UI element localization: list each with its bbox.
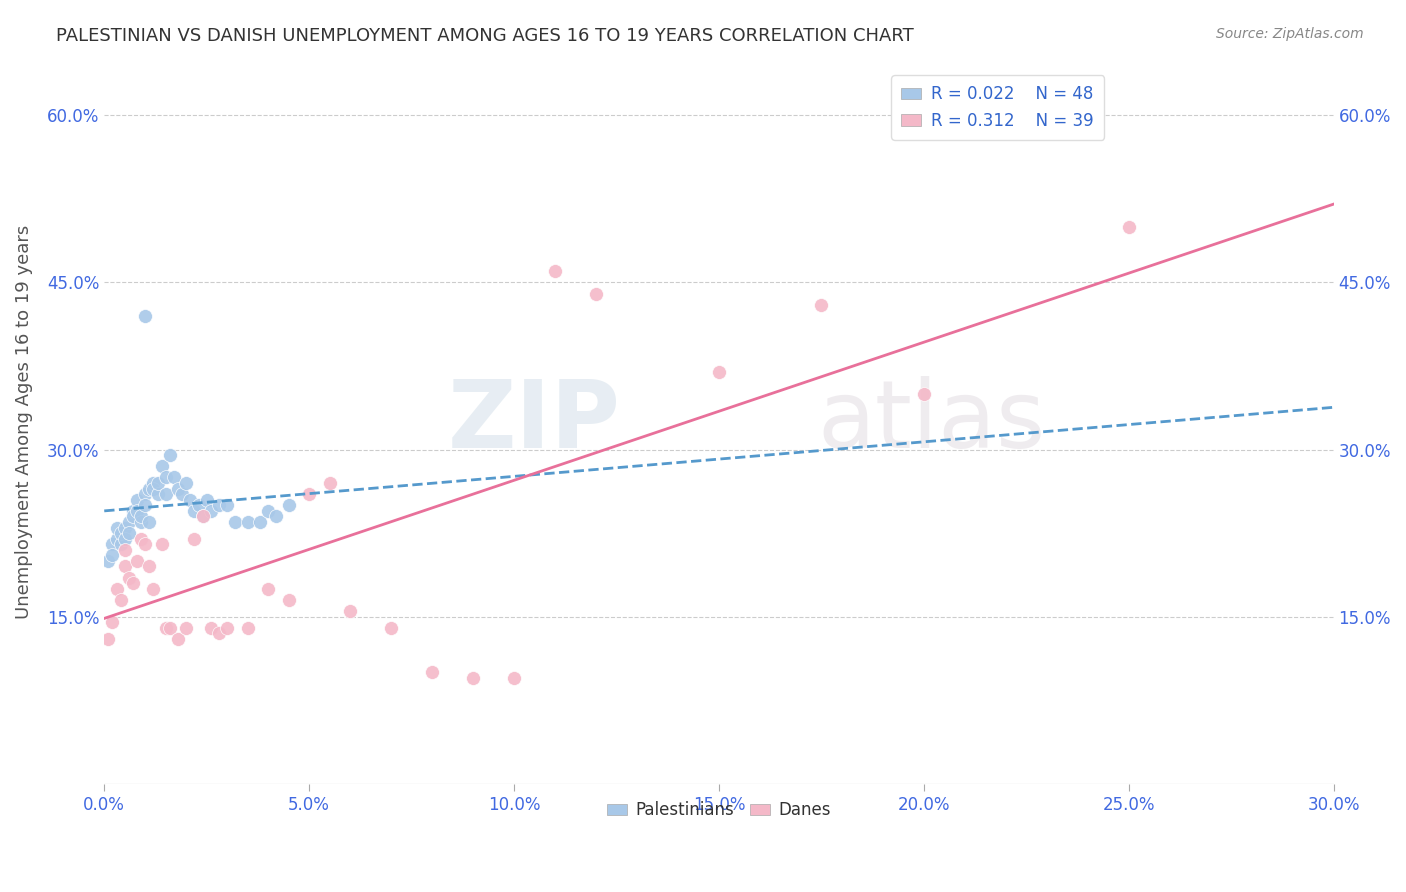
Point bbox=[167, 482, 190, 496]
Point bbox=[159, 448, 181, 462]
Point bbox=[129, 515, 152, 529]
Point bbox=[167, 632, 190, 646]
Point bbox=[146, 487, 169, 501]
Point bbox=[105, 532, 128, 546]
Text: atlas: atlas bbox=[817, 376, 1046, 467]
Point bbox=[97, 632, 120, 646]
Point bbox=[585, 286, 607, 301]
Point bbox=[110, 526, 132, 541]
Point bbox=[318, 475, 340, 490]
Point bbox=[125, 504, 148, 518]
Point bbox=[217, 621, 239, 635]
Point bbox=[155, 487, 177, 501]
Point bbox=[298, 487, 321, 501]
Point bbox=[277, 593, 299, 607]
Point bbox=[138, 482, 160, 496]
Legend: Palestinians, Danes: Palestinians, Danes bbox=[600, 795, 838, 826]
Point bbox=[174, 475, 197, 490]
Point bbox=[187, 498, 209, 512]
Point bbox=[125, 492, 148, 507]
Point bbox=[200, 504, 222, 518]
Text: PALESTINIAN VS DANISH UNEMPLOYMENT AMONG AGES 16 TO 19 YEARS CORRELATION CHART: PALESTINIAN VS DANISH UNEMPLOYMENT AMONG… bbox=[56, 27, 914, 45]
Point bbox=[150, 459, 173, 474]
Point bbox=[257, 582, 280, 596]
Point bbox=[155, 621, 177, 635]
Point bbox=[118, 571, 141, 585]
Point bbox=[114, 559, 136, 574]
Point bbox=[420, 665, 443, 680]
Point bbox=[118, 515, 141, 529]
Point bbox=[155, 470, 177, 484]
Point bbox=[200, 621, 222, 635]
Point bbox=[339, 604, 361, 618]
Point bbox=[101, 537, 124, 551]
Point bbox=[163, 470, 186, 484]
Point bbox=[122, 504, 145, 518]
Point bbox=[1118, 219, 1140, 234]
Point bbox=[503, 671, 526, 685]
Point bbox=[142, 475, 165, 490]
Point bbox=[138, 559, 160, 574]
Point bbox=[236, 515, 259, 529]
Point bbox=[172, 487, 194, 501]
Point bbox=[114, 520, 136, 534]
Point bbox=[461, 671, 484, 685]
Point bbox=[114, 532, 136, 546]
Point bbox=[544, 264, 567, 278]
Point bbox=[110, 593, 132, 607]
Point bbox=[257, 504, 280, 518]
Point bbox=[122, 576, 145, 591]
Point bbox=[224, 515, 246, 529]
Point bbox=[810, 298, 832, 312]
Point bbox=[380, 621, 402, 635]
Point bbox=[208, 626, 231, 640]
Point bbox=[159, 621, 181, 635]
Y-axis label: Unemployment Among Ages 16 to 19 years: Unemployment Among Ages 16 to 19 years bbox=[15, 225, 32, 619]
Point bbox=[105, 520, 128, 534]
Point bbox=[134, 309, 156, 323]
Point bbox=[179, 492, 201, 507]
Point bbox=[146, 475, 169, 490]
Point bbox=[129, 509, 152, 524]
Point bbox=[97, 554, 120, 568]
Point bbox=[118, 526, 141, 541]
Point bbox=[134, 498, 156, 512]
Text: Source: ZipAtlas.com: Source: ZipAtlas.com bbox=[1216, 27, 1364, 41]
Point bbox=[707, 365, 730, 379]
Point bbox=[129, 532, 152, 546]
Point bbox=[142, 582, 165, 596]
Point bbox=[217, 498, 239, 512]
Point bbox=[110, 537, 132, 551]
Point bbox=[134, 487, 156, 501]
Point bbox=[277, 498, 299, 512]
Point bbox=[138, 515, 160, 529]
Point bbox=[183, 532, 205, 546]
Point bbox=[134, 537, 156, 551]
Point bbox=[150, 537, 173, 551]
Point bbox=[236, 621, 259, 635]
Text: ZIP: ZIP bbox=[447, 376, 620, 467]
Point bbox=[174, 621, 197, 635]
Point bbox=[101, 549, 124, 563]
Point bbox=[191, 509, 214, 524]
Point bbox=[912, 386, 935, 401]
Point bbox=[183, 504, 205, 518]
Point bbox=[122, 509, 145, 524]
Point bbox=[114, 542, 136, 557]
Point bbox=[105, 582, 128, 596]
Point bbox=[142, 482, 165, 496]
Point bbox=[266, 509, 288, 524]
Point bbox=[125, 554, 148, 568]
Point bbox=[191, 509, 214, 524]
Point bbox=[249, 515, 271, 529]
Point bbox=[195, 492, 218, 507]
Point bbox=[101, 615, 124, 630]
Point bbox=[208, 498, 231, 512]
